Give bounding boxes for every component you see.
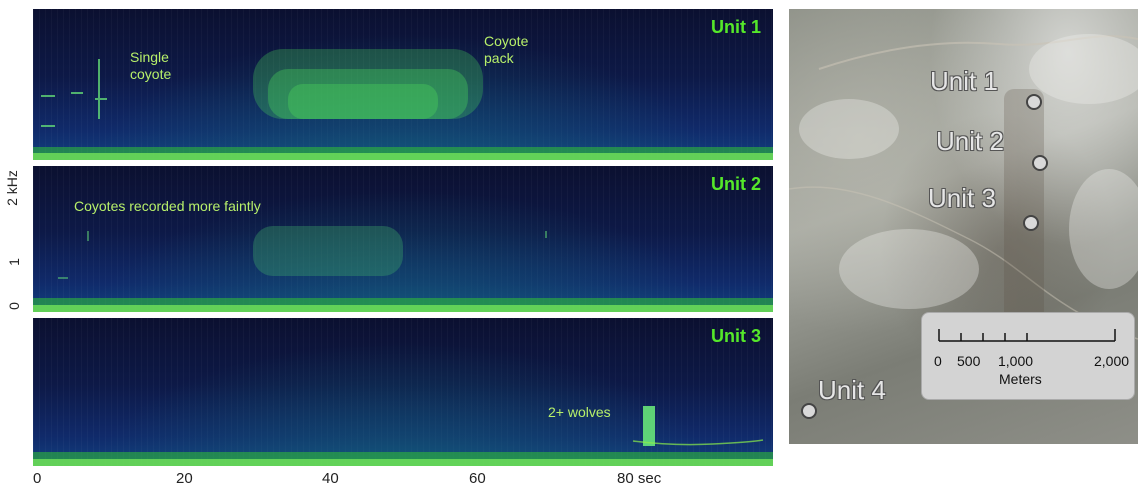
y-axis-tick-0: 0 (5, 302, 22, 310)
annotation-coyote-pack: Coyote pack (484, 33, 529, 66)
map-marker-unit-2 (1032, 155, 1048, 171)
map-label-unit-2: Unit 2 (936, 126, 1004, 156)
spectrogram-unit-3: Unit 3 2+ wolves (33, 318, 773, 466)
scale-tick-1000: 1,000 (998, 353, 1034, 369)
annotation-coyotes-faint: Coyotes recorded more faintly (74, 198, 261, 214)
map-marker-unit-3 (1023, 215, 1039, 231)
x-tick: 60 (469, 470, 486, 487)
spectrogram-unit-2: Unit 2 Coyotes recorded more faintly (33, 166, 773, 312)
annotation-single-coyote: Single coyote (130, 49, 172, 82)
spectrogram-unit-3-art (33, 406, 773, 466)
scale-tick-2000: 2,000 (1094, 353, 1130, 369)
map-scale-bar: 0 500 1,000 2,000 Meters (921, 312, 1135, 400)
y-axis-unit-label: 2 kHz (3, 170, 20, 206)
panel-unit-label: Unit 2 (710, 174, 761, 194)
panel-unit-label: Unit 3 (710, 326, 761, 346)
map-marker-unit-1 (1026, 94, 1042, 110)
spectrogram-unit-2-art (33, 226, 773, 312)
map-label-unit-1: Unit 1 (930, 66, 998, 96)
scale-bar-ruler (938, 329, 1116, 342)
scale-unit-label: Meters (999, 371, 1042, 387)
panel-unit-label: Unit 1 (710, 17, 761, 37)
x-tick: 20 (176, 470, 193, 487)
map-marker-unit-4 (801, 403, 817, 419)
y-axis-tick-1: 1 (5, 258, 22, 266)
x-tick: 0 (33, 470, 42, 487)
spectrogram-unit-1-art (33, 49, 773, 160)
x-tick: 80 sec (617, 470, 662, 487)
scale-tick-500: 500 (957, 353, 981, 369)
annotation-wolves: 2+ wolves (548, 404, 611, 420)
map-label-unit-4: Unit 4 (818, 375, 886, 405)
map-label-unit-3: Unit 3 (928, 183, 996, 213)
x-tick: 40 (322, 470, 339, 487)
scale-tick-0: 0 (934, 353, 942, 369)
spectrogram-unit-1: Unit 1 Single coyote Coyote pack (33, 9, 773, 160)
